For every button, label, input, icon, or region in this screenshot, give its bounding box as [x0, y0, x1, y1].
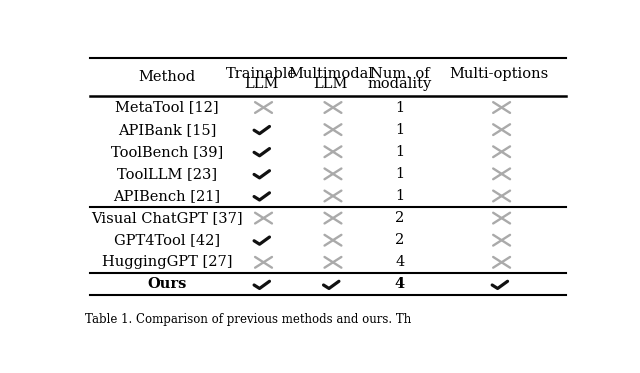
- Text: 1: 1: [396, 189, 404, 203]
- Text: 1: 1: [396, 145, 404, 159]
- Text: HuggingGPT [27]: HuggingGPT [27]: [102, 256, 232, 269]
- Text: 2: 2: [396, 211, 404, 225]
- Text: Ours: Ours: [147, 278, 186, 291]
- Text: MetaTool [12]: MetaTool [12]: [115, 100, 219, 115]
- Text: APIBench [21]: APIBench [21]: [113, 189, 220, 203]
- Text: modality: modality: [368, 77, 432, 91]
- Text: Table 1. Comparison of previous methods and ours. Th: Table 1. Comparison of previous methods …: [85, 313, 412, 326]
- Text: ToolLLM [23]: ToolLLM [23]: [116, 167, 217, 181]
- Text: 4: 4: [396, 256, 404, 269]
- Text: Num. of: Num. of: [370, 67, 429, 81]
- Text: Multimodal: Multimodal: [288, 67, 373, 81]
- Text: Trainable: Trainable: [225, 67, 296, 81]
- Text: 2: 2: [396, 233, 404, 247]
- Text: 1: 1: [396, 100, 404, 115]
- Text: GPT4Tool [42]: GPT4Tool [42]: [114, 233, 220, 247]
- Text: ToolBench [39]: ToolBench [39]: [111, 145, 223, 159]
- Text: Visual ChatGPT [37]: Visual ChatGPT [37]: [91, 211, 243, 225]
- Text: LLM: LLM: [314, 77, 348, 91]
- Text: 1: 1: [396, 167, 404, 181]
- Text: APIBank [15]: APIBank [15]: [118, 123, 216, 137]
- Text: 1: 1: [396, 123, 404, 137]
- Text: LLM: LLM: [244, 77, 278, 91]
- Text: Multi-options: Multi-options: [449, 67, 548, 81]
- Text: Method: Method: [138, 70, 195, 84]
- Text: 4: 4: [395, 278, 405, 291]
